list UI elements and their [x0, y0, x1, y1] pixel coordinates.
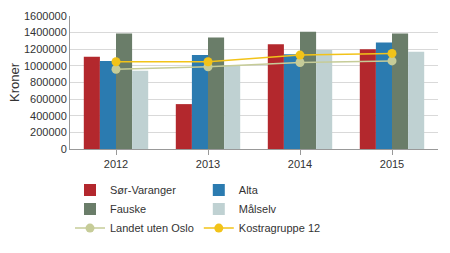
svg-text:1000000: 1000000 [24, 60, 67, 72]
svg-text:0: 0 [61, 143, 67, 155]
svg-text:2014: 2014 [288, 158, 312, 170]
svg-text:Sør-Varanger: Sør-Varanger [110, 184, 176, 196]
svg-text:Alta: Alta [239, 184, 259, 196]
svg-text:800000: 800000 [30, 76, 67, 88]
svg-text:Kostragruppe 12: Kostragruppe 12 [239, 222, 320, 234]
svg-text:Fauske: Fauske [110, 203, 146, 215]
svg-text:Landet uten Oslo: Landet uten Oslo [110, 222, 194, 234]
svg-text:2015: 2015 [380, 158, 404, 170]
svg-text:400000: 400000 [30, 110, 67, 122]
svg-text:Kroner: Kroner [7, 62, 22, 102]
svg-text:1200000: 1200000 [24, 43, 67, 55]
svg-text:600000: 600000 [30, 93, 67, 105]
svg-text:1400000: 1400000 [24, 26, 67, 38]
svg-text:Målselv: Målselv [239, 203, 277, 215]
svg-text:200000: 200000 [30, 126, 67, 138]
svg-text:1600000: 1600000 [24, 10, 67, 22]
svg-text:2013: 2013 [196, 158, 220, 170]
svg-text:2012: 2012 [104, 158, 128, 170]
